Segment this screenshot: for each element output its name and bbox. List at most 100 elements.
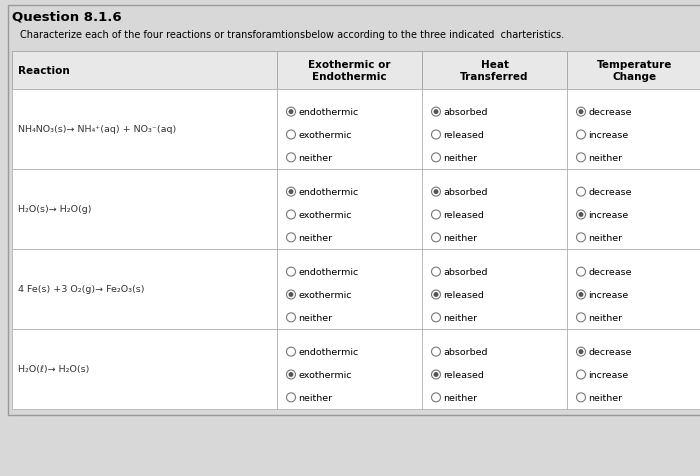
Circle shape <box>577 131 585 139</box>
Text: Characterize each of the four reactions or transforamtionsbelow according to the: Characterize each of the four reactions … <box>20 30 564 40</box>
Circle shape <box>433 292 438 298</box>
Text: exothermic: exothermic <box>298 210 352 219</box>
Circle shape <box>286 268 295 277</box>
Bar <box>12 249 277 329</box>
Bar <box>422 90 567 169</box>
Circle shape <box>577 108 585 117</box>
Text: endothermic: endothermic <box>298 188 358 197</box>
Text: released: released <box>444 131 484 139</box>
Circle shape <box>433 372 438 377</box>
Circle shape <box>577 347 585 357</box>
Circle shape <box>286 188 295 197</box>
Circle shape <box>286 131 295 139</box>
Circle shape <box>431 370 440 379</box>
Circle shape <box>431 313 440 322</box>
Circle shape <box>286 313 295 322</box>
Circle shape <box>578 110 584 115</box>
Circle shape <box>577 393 585 402</box>
Text: neither: neither <box>589 393 622 402</box>
Text: increase: increase <box>589 210 629 219</box>
Bar <box>8 6 700 415</box>
Circle shape <box>286 233 295 242</box>
Text: exothermic: exothermic <box>298 290 352 299</box>
Circle shape <box>286 210 295 219</box>
Text: increase: increase <box>589 290 629 299</box>
Circle shape <box>431 108 440 117</box>
Text: absorbed: absorbed <box>444 108 488 117</box>
Text: absorbed: absorbed <box>444 268 488 277</box>
Text: increase: increase <box>589 131 629 139</box>
Text: neither: neither <box>589 233 622 242</box>
Bar <box>277 249 422 329</box>
Circle shape <box>431 131 440 139</box>
Bar <box>12 52 277 90</box>
Text: Question 8.1.6: Question 8.1.6 <box>12 10 122 23</box>
Text: neither: neither <box>298 154 332 162</box>
Circle shape <box>577 268 585 277</box>
Bar <box>422 329 567 409</box>
Circle shape <box>286 347 295 357</box>
Bar <box>277 90 422 169</box>
Text: increase: increase <box>589 370 629 379</box>
Text: Temperature
Change: Temperature Change <box>597 60 672 81</box>
Text: endothermic: endothermic <box>298 268 358 277</box>
Circle shape <box>577 210 585 219</box>
Circle shape <box>431 188 440 197</box>
Circle shape <box>288 190 293 195</box>
Circle shape <box>286 154 295 162</box>
Circle shape <box>431 347 440 357</box>
Text: exothermic: exothermic <box>298 370 352 379</box>
Circle shape <box>433 110 438 115</box>
Circle shape <box>431 210 440 219</box>
Circle shape <box>431 393 440 402</box>
Circle shape <box>577 313 585 322</box>
Bar <box>12 90 277 169</box>
Circle shape <box>578 349 584 354</box>
Bar <box>567 169 700 249</box>
Text: endothermic: endothermic <box>298 347 358 357</box>
Text: neither: neither <box>444 154 477 162</box>
Text: endothermic: endothermic <box>298 108 358 117</box>
Text: Heat
Transferred: Heat Transferred <box>461 60 528 81</box>
Text: H₂O(s)→ H₂O(g): H₂O(s)→ H₂O(g) <box>18 205 92 214</box>
Bar <box>422 249 567 329</box>
Text: decrease: decrease <box>589 347 632 357</box>
Circle shape <box>578 292 584 298</box>
Circle shape <box>577 290 585 299</box>
Text: neither: neither <box>444 393 477 402</box>
Bar <box>277 169 422 249</box>
Text: neither: neither <box>444 233 477 242</box>
Text: 4 Fe(s) +3 O₂(g)→ Fe₂O₃(s): 4 Fe(s) +3 O₂(g)→ Fe₂O₃(s) <box>18 285 144 294</box>
Text: decrease: decrease <box>589 268 632 277</box>
Text: released: released <box>444 370 484 379</box>
Bar <box>422 169 567 249</box>
Circle shape <box>286 370 295 379</box>
Circle shape <box>577 188 585 197</box>
Bar <box>567 52 700 90</box>
Text: absorbed: absorbed <box>444 347 488 357</box>
Bar <box>277 52 422 90</box>
Text: H₂O(ℓ)→ H₂O(s): H₂O(ℓ)→ H₂O(s) <box>18 365 90 374</box>
Text: neither: neither <box>589 154 622 162</box>
Circle shape <box>577 233 585 242</box>
Text: released: released <box>444 290 484 299</box>
Circle shape <box>577 370 585 379</box>
Text: neither: neither <box>589 313 622 322</box>
Bar <box>12 169 277 249</box>
Circle shape <box>431 268 440 277</box>
Bar <box>567 249 700 329</box>
Circle shape <box>578 213 584 218</box>
Circle shape <box>288 110 293 115</box>
Text: released: released <box>444 210 484 219</box>
Text: neither: neither <box>298 313 332 322</box>
Text: neither: neither <box>298 393 332 402</box>
Text: NH₄NO₃(s)→ NH₄⁺(aq) + NO₃⁻(aq): NH₄NO₃(s)→ NH₄⁺(aq) + NO₃⁻(aq) <box>18 125 176 134</box>
Circle shape <box>286 290 295 299</box>
Text: decrease: decrease <box>589 108 632 117</box>
Circle shape <box>431 154 440 162</box>
Circle shape <box>288 292 293 298</box>
Text: neither: neither <box>298 233 332 242</box>
Circle shape <box>577 154 585 162</box>
Circle shape <box>286 393 295 402</box>
Text: absorbed: absorbed <box>444 188 488 197</box>
